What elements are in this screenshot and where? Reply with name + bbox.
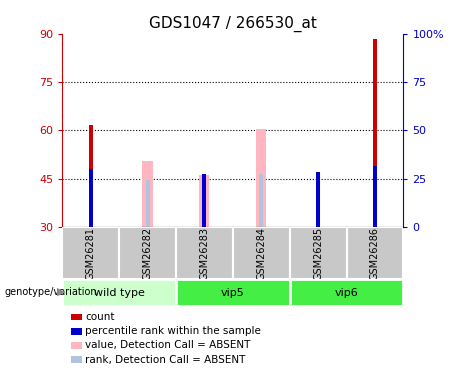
Text: GSM26282: GSM26282: [142, 226, 153, 280]
Text: GSM26283: GSM26283: [199, 226, 209, 280]
Bar: [62, 227, 119, 279]
Bar: [290, 279, 403, 306]
Bar: [373, 39, 377, 227]
Text: percentile rank within the sample: percentile rank within the sample: [85, 326, 261, 336]
Bar: [202, 176, 207, 227]
Bar: [62, 279, 176, 306]
Title: GDS1047 / 266530_at: GDS1047 / 266530_at: [149, 16, 317, 32]
Bar: [259, 174, 263, 227]
Bar: [89, 169, 93, 227]
Bar: [176, 279, 290, 306]
Text: GSM26281: GSM26281: [86, 226, 96, 280]
Text: wild type: wild type: [94, 288, 145, 297]
Bar: [373, 166, 377, 227]
Text: value, Detection Call = ABSENT: value, Detection Call = ABSENT: [85, 340, 251, 350]
Bar: [256, 129, 266, 227]
Text: GSM26284: GSM26284: [256, 226, 266, 280]
Text: count: count: [85, 312, 115, 322]
Bar: [146, 180, 149, 227]
Text: ▶: ▶: [57, 287, 65, 297]
Text: rank, Detection Call = ABSENT: rank, Detection Call = ABSENT: [85, 355, 246, 364]
Bar: [290, 227, 347, 279]
Bar: [316, 172, 320, 227]
Bar: [142, 161, 153, 227]
Bar: [89, 126, 93, 227]
Bar: [202, 174, 207, 227]
Bar: [119, 227, 176, 279]
Text: GSM26286: GSM26286: [370, 226, 380, 280]
Bar: [316, 174, 320, 227]
Text: vip6: vip6: [335, 288, 358, 297]
Bar: [347, 227, 403, 279]
Bar: [199, 176, 209, 227]
Text: GSM26285: GSM26285: [313, 226, 323, 280]
Text: genotype/variation: genotype/variation: [5, 287, 97, 297]
Bar: [176, 227, 233, 279]
Bar: [233, 227, 290, 279]
Text: vip5: vip5: [221, 288, 245, 297]
Bar: [202, 176, 207, 227]
